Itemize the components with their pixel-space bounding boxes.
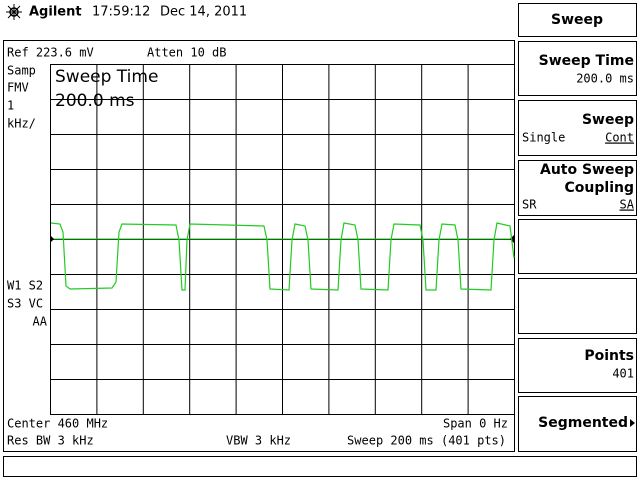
softkey[interactable]: Segmented xyxy=(518,396,637,452)
softkey[interactable]: Auto Sweep Coupling SR SA xyxy=(518,160,637,216)
softkey-option[interactable]: SR xyxy=(522,198,537,212)
menu-title: Sweep xyxy=(551,12,603,28)
softkey-box[interactable] xyxy=(518,160,637,216)
softkey[interactable]: Points 401 xyxy=(518,338,637,393)
side-label: Samp xyxy=(7,64,36,78)
side-label: kHz/ xyxy=(7,117,36,131)
ref-marker xyxy=(50,235,54,243)
softkey-value[interactable]: 401 xyxy=(612,367,634,381)
attenuation: Atten 10 dB xyxy=(147,46,226,60)
brand: Agilent xyxy=(29,5,82,20)
softkey[interactable]: Sweep Single Cont xyxy=(518,100,637,156)
sweep-info: Sweep 200 ms (401 pts) xyxy=(347,434,506,448)
softkey-label[interactable]: Points xyxy=(584,348,634,364)
side-label: FMV xyxy=(7,81,29,95)
date: Dec 14, 2011 xyxy=(160,5,247,20)
softkey-value[interactable]: 200.0 ms xyxy=(576,72,634,86)
softkey-label[interactable]: Sweep Time xyxy=(539,53,634,69)
vbw: VBW 3 kHz xyxy=(226,434,291,448)
logo xyxy=(6,4,22,20)
softkey-empty[interactable] xyxy=(518,219,637,274)
menu-title-box xyxy=(518,3,637,37)
status-bar xyxy=(3,456,637,477)
softkey-option[interactable]: Single xyxy=(522,131,565,145)
softkey-label[interactable]: Coupling xyxy=(565,180,634,196)
time: 17:59:12 xyxy=(92,5,150,20)
trace xyxy=(50,222,515,291)
softkey-box[interactable] xyxy=(518,396,637,452)
center-freq: Center 460 MHz xyxy=(7,417,108,431)
res-bw: Res BW 3 kHz xyxy=(7,434,94,448)
active-function: Sweep Time xyxy=(55,67,158,87)
submenu-arrow xyxy=(630,419,635,427)
softkey-option[interactable]: Cont xyxy=(605,131,634,145)
graticule xyxy=(50,64,515,415)
span: Span 0 Hz xyxy=(443,417,508,431)
softkey-empty[interactable] xyxy=(518,278,637,334)
ref-level: Ref 223.6 mV xyxy=(7,46,94,60)
softkey-label[interactable]: Sweep xyxy=(582,112,634,128)
softkey-box[interactable] xyxy=(518,100,637,156)
side-label: AA xyxy=(33,315,48,329)
side-label: S3 VC xyxy=(7,297,43,311)
softkey-box[interactable] xyxy=(518,338,637,393)
softkey-option[interactable]: SA xyxy=(620,198,635,212)
softkey[interactable]: Sweep Time 200.0 ms xyxy=(518,41,637,96)
softkey-label[interactable]: Segmented xyxy=(538,415,628,431)
side-label: W1 S2 xyxy=(7,279,43,293)
softkey-box[interactable] xyxy=(518,41,637,96)
side-label: 1 xyxy=(7,99,14,113)
active-function-value: 200.0 ms xyxy=(55,91,135,111)
softkey-label[interactable]: Auto Sweep xyxy=(540,162,634,178)
